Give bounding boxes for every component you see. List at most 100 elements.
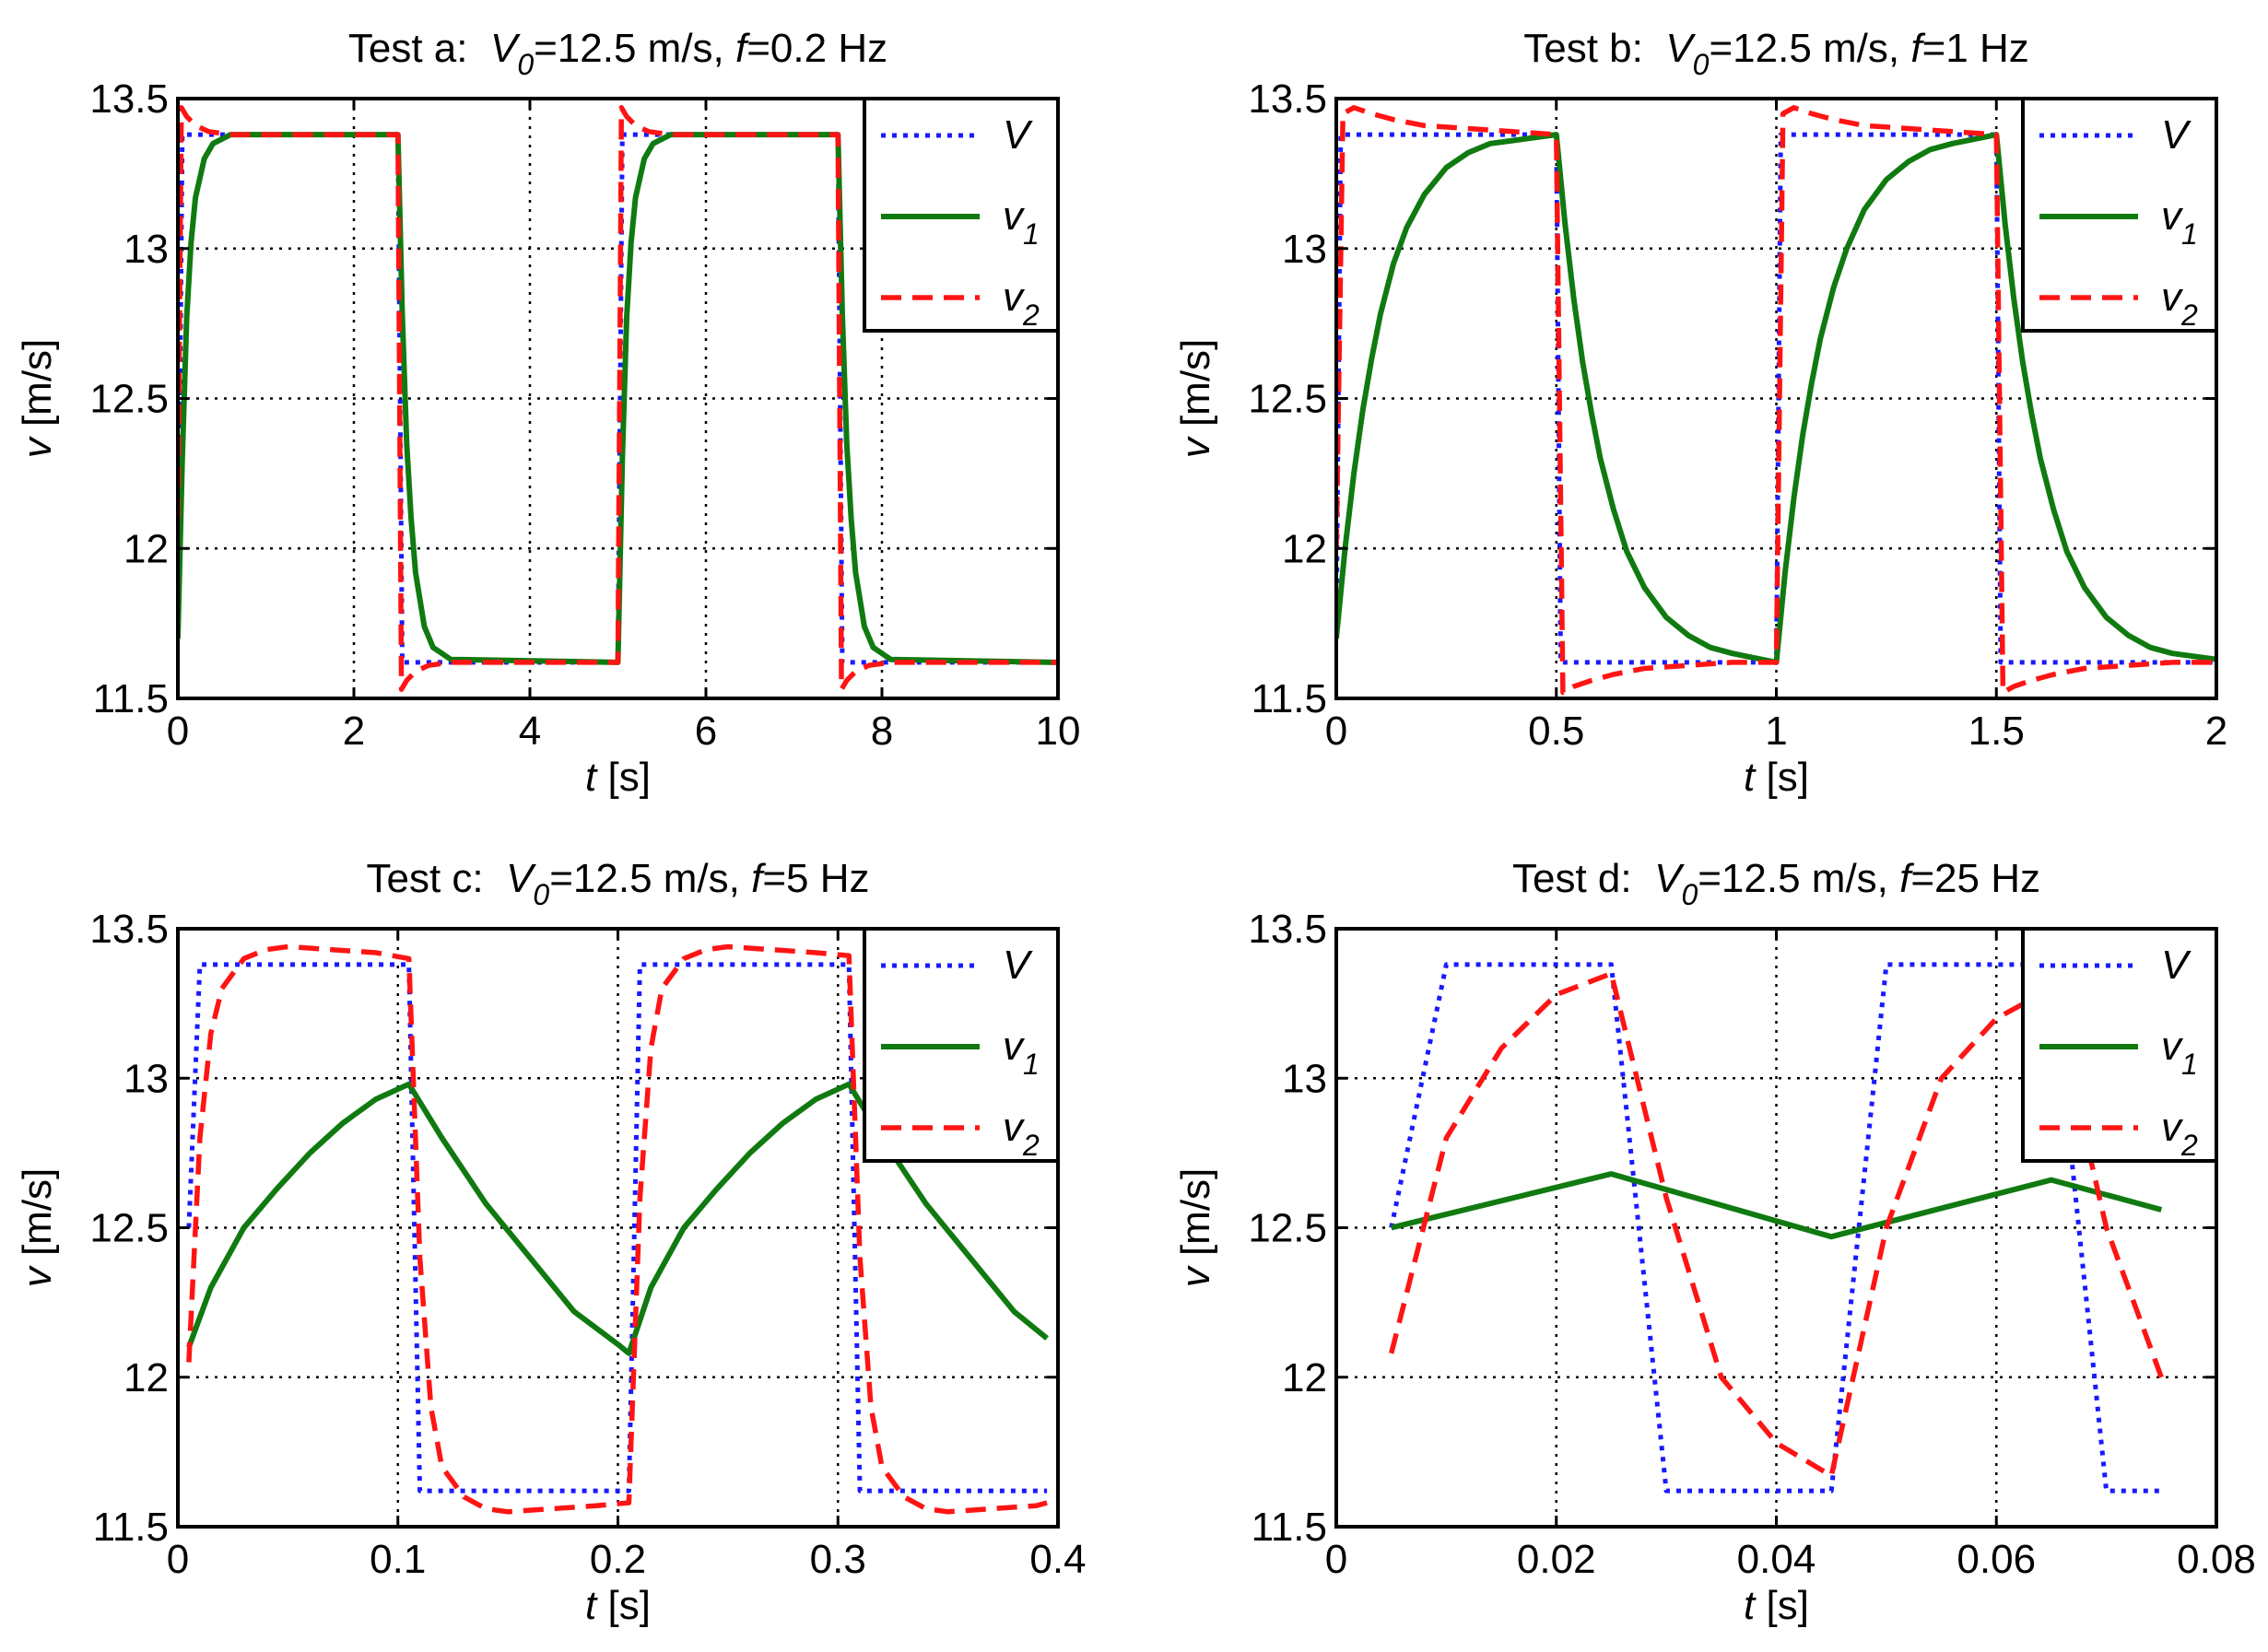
panel-c-ytick-label-1: 12 [123, 1355, 169, 1400]
panel-a-title-prefix: Test a: [348, 26, 490, 71]
panel-d-legend-main-v1: v [2161, 1024, 2184, 1069]
panel-b-legend-label-v1: v1 [2161, 193, 2198, 251]
panel-c-title-v0: V [506, 856, 536, 901]
panel-b-xtick-label-4: 2 [2205, 709, 2227, 754]
panel-b-ytick-label-3: 13 [1282, 227, 1327, 272]
panel-a-title-v0: V [490, 26, 521, 71]
panel-d-xlabel: t [s] [1744, 1583, 1809, 1628]
panel-b-legend-sub-v1: 1 [2181, 217, 2198, 251]
panel-d-ylabel: v [m/s] [1173, 1168, 1218, 1288]
panel-b-legend-label-V: V [2161, 112, 2192, 158]
panel-d-ytick-label-1: 12 [1282, 1355, 1327, 1400]
panel-b-ylabel-unit: [m/s] [1173, 339, 1218, 439]
panel-d-ytick-label-3: 13 [1282, 1056, 1327, 1101]
panel-a-legend-label-v2: v2 [1003, 275, 1040, 332]
panel-a-legend-sub-v1: 1 [1023, 217, 1040, 251]
panel-a-xtick-label-5: 10 [1036, 709, 1081, 754]
panel-b-series-v2 [1336, 105, 2216, 696]
panel-c-ytick-label-0: 11.5 [93, 1505, 169, 1550]
panel-c-title-v0-value: =12.5 m/s, [549, 856, 751, 901]
panel-a-legend-main-v1: v [1003, 193, 1026, 239]
panel-a-title-v0-sub: 0 [517, 48, 534, 81]
panel-b-title-v0: V [1665, 26, 1696, 71]
panel-d-legend-sub-v1: 1 [2181, 1048, 2198, 1081]
panel-c-legend-label-V: V [1003, 943, 1033, 988]
panel-a-ylabel: v [m/s] [15, 339, 60, 459]
panel-a-series-v2 [178, 105, 1058, 692]
panel-d-xlabel-unit: [s] [1755, 1583, 1809, 1628]
panel-a-ytick-label-4: 13.5 [89, 76, 169, 122]
panel-d-legend-main-v2: v [2161, 1105, 2184, 1150]
panel-b-legend-label-v2: v2 [2161, 275, 2198, 332]
panel-c-xtick-label-2: 0.2 [590, 1537, 646, 1582]
panel-b-xlabel-var: t [1744, 755, 1757, 800]
panel-c-xtick-label-4: 0.4 [1029, 1537, 1086, 1582]
panel-b-ytick-label-1: 12 [1282, 526, 1327, 571]
panel-c-ytick-label-3: 13 [123, 1056, 169, 1101]
panel-a-title-f-value: =0.2 Hz [746, 26, 887, 71]
panel-a-xtick-label-2: 4 [519, 709, 541, 754]
panel-b-legend-main-V: V [2161, 112, 2192, 158]
panel-b-title: Test b: V0=12.5 m/s, f=1 Hz [1523, 26, 2029, 81]
panel-b-series [1336, 105, 2216, 696]
panel-a-xtick-label-0: 0 [167, 709, 189, 754]
panel-c-ylabel-var: v [15, 1264, 60, 1287]
panel-d-xtick-label-0: 0 [1325, 1537, 1347, 1582]
panel-a-ylabel-unit: [m/s] [15, 339, 60, 439]
panel-c-title-f-value: =5 Hz [762, 856, 869, 901]
panel-a-xtick-label-3: 6 [695, 709, 717, 754]
panel-d-ylabel-unit: [m/s] [1173, 1168, 1218, 1268]
panel-c-series-V [186, 962, 1048, 1494]
panel-d-title-v0-value: =12.5 m/s, [1698, 856, 1899, 901]
panel-c-xlabel: t [s] [585, 1583, 651, 1628]
panel-b-xtick-label-3: 1.5 [1968, 709, 2025, 754]
panel-c-title: Test c: V0=12.5 m/s, f=5 Hz [366, 856, 869, 911]
panel-d-xtick-label-1: 0.02 [1517, 1537, 1596, 1582]
panel-d-title-f-value: =25 Hz [1910, 856, 2040, 901]
panel-d-legend-label-V: V [2161, 943, 2192, 988]
panel-a-ylabel-var: v [15, 435, 60, 458]
panel-d-title-v0-sub: 0 [1681, 878, 1698, 911]
panel-c-ytick-label-2: 12.5 [89, 1206, 169, 1251]
panel-d-series-V [1389, 962, 2162, 1494]
panel-b-xlabel-unit: [s] [1755, 755, 1809, 800]
panel-d-ylabel-var: v [1173, 1264, 1218, 1287]
panel-b-title-v0-value: =12.5 m/s, [1709, 26, 1910, 71]
panel-c-legend-sub-v2: 2 [1022, 1129, 1040, 1162]
panel-c-legend-sub-v1: 1 [1023, 1048, 1040, 1081]
panel-a-title-v0-value: =12.5 m/s, [534, 26, 735, 71]
panel-d-title: Test d: V0=12.5 m/s, f=25 Hz [1512, 856, 2040, 911]
panel-a-xlabel-unit: [s] [596, 755, 651, 800]
panel-c-ylabel-unit: [m/s] [15, 1168, 60, 1268]
panel-a-ytick-label-1: 12 [123, 526, 169, 571]
panel-a-ytick-label-0: 11.5 [93, 676, 169, 721]
panel-a-title: Test a: V0=12.5 m/s, f=0.2 Hz [348, 26, 887, 81]
panel-a-legend-label-v1: v1 [1003, 193, 1040, 251]
panel-d-xtick-label-2: 0.04 [1737, 1537, 1816, 1582]
panel-b-ytick-label-2: 12.5 [1248, 377, 1327, 422]
panel-d-series-v1 [1390, 1171, 2163, 1240]
panel-d-ytick-label-0: 11.5 [1252, 1505, 1327, 1550]
panel-d-legend-main-V: V [2161, 943, 2192, 988]
panel-a-ytick-label-3: 13 [123, 227, 169, 272]
panel-d-title-v0: V [1654, 856, 1685, 901]
panel-a-series [178, 105, 1058, 692]
panel-b-title-f-value: =1 Hz [1922, 26, 2029, 71]
panel-b-ytick-label-4: 13.5 [1248, 76, 1327, 122]
panel-b-ytick-label-0: 11.5 [1252, 676, 1327, 721]
panel-a-xtick-label-1: 2 [343, 709, 365, 754]
panel-d-legend-sub-v2: 2 [2180, 1129, 2198, 1162]
panel-a-legend-main-v2: v [1003, 275, 1026, 320]
panel-b-xtick-label-0: 0 [1325, 709, 1347, 754]
panel-b-xtick-label-2: 1 [1765, 709, 1787, 754]
panel-c-ytick-label-4: 13.5 [89, 907, 169, 952]
panel-a-legend-main-V: V [1003, 112, 1033, 158]
panel-a-xlabel-var: t [585, 755, 598, 800]
panel-d-xtick-label-3: 0.06 [1957, 1537, 2036, 1582]
panel-d-legend-label-v1: v1 [2161, 1024, 2198, 1081]
panel-b-legend-main-v1: v [2161, 193, 2184, 239]
